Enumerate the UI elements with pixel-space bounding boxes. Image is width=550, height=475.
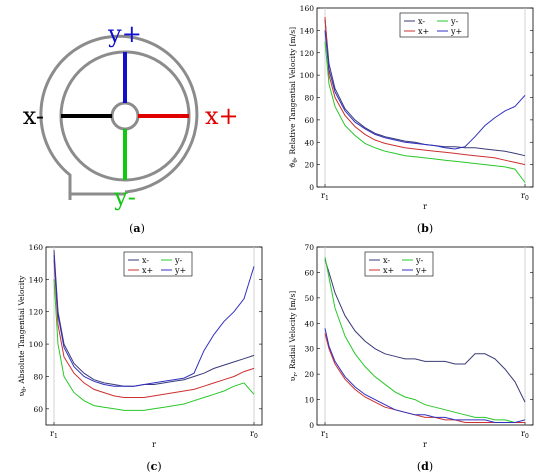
y-tick-label: 70 — [304, 243, 314, 252]
legend-box — [399, 12, 469, 38]
inner-hub — [110, 101, 140, 131]
caption-c: (c) — [146, 460, 161, 473]
legend: x-y-x+ y+ — [364, 251, 434, 277]
y-tick-label: 140 — [29, 275, 44, 284]
y-tick-label: 60 — [304, 268, 314, 277]
y-tick-label: 60 — [304, 116, 314, 125]
x-axis-label: r — [423, 440, 427, 449]
series-line-x+ — [53, 259, 255, 398]
legend-label-x+: x+ — [418, 27, 429, 36]
y-axis-label: υθ, Absolute Tangential Velocity — [17, 275, 28, 397]
y-tick-label: 140 — [300, 26, 315, 35]
x-tick-label: r0 — [521, 191, 529, 202]
legend-label-y-: y- — [415, 256, 424, 265]
series-line-y- — [324, 41, 526, 183]
y-tick-label: 160 — [29, 243, 44, 252]
x-axis-label: r — [152, 440, 156, 449]
x-axis-label: r — [423, 202, 427, 211]
y-tick-label: 60 — [33, 405, 43, 414]
y-tick-label: 40 — [304, 138, 314, 147]
legend-box — [123, 251, 193, 277]
y-tick-label: 10 — [304, 396, 314, 405]
series-line-x- — [53, 250, 255, 387]
series-line-x- — [324, 259, 526, 403]
x-tick-label: r1 — [50, 429, 58, 440]
x-tick-label: r0 — [521, 429, 529, 440]
legend-label-x-: x- — [142, 256, 149, 265]
x-tick-label: r1 — [321, 191, 329, 202]
caption-b: (b) — [417, 222, 433, 235]
series-line-y+ — [53, 255, 255, 387]
legend-label-x-: x- — [418, 17, 425, 26]
y-tick-label: 50 — [304, 294, 314, 303]
y-tick-label: 20 — [304, 161, 314, 170]
series-line-x+ — [324, 333, 525, 423]
y-tick-label: 20 — [304, 370, 314, 379]
label-y-minus: y- — [113, 183, 136, 211]
y-tick-label: 0 — [309, 183, 314, 192]
y-tick-label: 30 — [304, 345, 314, 354]
x-tick-label: r0 — [250, 429, 258, 440]
legend-label-y+: y+ — [450, 27, 462, 36]
chart-panel-c: 60 80 100 120 140 160 r1 r0 r υθ, Absolute Tangen… — [17, 243, 263, 473]
legend-label-y+: y+ — [415, 266, 427, 275]
volute-outlet — [68, 175, 125, 196]
y-tick-label: 100 — [29, 340, 44, 349]
legend-label-x-: x- — [383, 256, 390, 265]
y-tick-label: 120 — [29, 308, 44, 317]
y-tick-label: 100 — [300, 71, 315, 80]
chart-panel-d: 0 10 20 30 40 50 60 70 r1 r0 r υr, Radial Velocity … — [288, 243, 534, 473]
y-axis-label: υr, Radial Velocity [m/s] — [288, 291, 299, 381]
caption-d: (d) — [417, 460, 433, 473]
legend: x-y-x+ y+ — [123, 251, 193, 277]
legend: x-y-x+ y+ — [399, 12, 469, 38]
caption-a: (a) — [129, 222, 145, 235]
series-line-y+ — [324, 30, 526, 150]
y-axis-label: ϑθ, Relative Tangential Velocity [m/s] — [288, 27, 299, 168]
legend-box — [364, 251, 434, 277]
series-line-y- — [324, 257, 525, 423]
axes-frame — [316, 246, 534, 426]
legend-label-x+: x+ — [142, 266, 153, 275]
series-line-y+ — [324, 328, 526, 423]
volute-housing — [39, 34, 199, 200]
label-y-plus: y+ — [107, 20, 142, 48]
label-x-minus: x- — [23, 102, 44, 130]
legend-label-y+: y+ — [174, 266, 186, 275]
series-line-x- — [324, 19, 526, 157]
series-line-x+ — [324, 16, 526, 166]
y-tick-label: 80 — [33, 372, 43, 381]
label-x-plus: x+ — [205, 102, 239, 130]
legend-label-y-: y- — [174, 256, 183, 265]
chart-panel-b: 0 20 40 60 80 100 120 140 160 r1 r0 r ϑθ, Relative T… — [288, 4, 534, 235]
y-tick-label: 120 — [300, 49, 315, 58]
legend-label-y-: y- — [450, 17, 459, 26]
y-tick-label: 40 — [304, 319, 314, 328]
y-tick-label: 160 — [300, 4, 315, 13]
series-line-y- — [53, 279, 255, 411]
x-tick-label: r1 — [321, 429, 329, 440]
legend-label-x+: x+ — [383, 266, 394, 275]
y-tick-label: 80 — [304, 94, 314, 103]
axes-frame — [45, 246, 263, 426]
schematic-panel: y+ y- x- x+ (a) — [23, 20, 239, 235]
y-tick-label: 0 — [309, 421, 314, 430]
